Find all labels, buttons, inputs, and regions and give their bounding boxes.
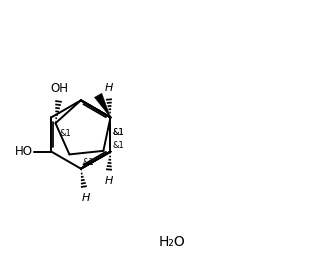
- Text: H: H: [105, 176, 113, 186]
- Text: &1: &1: [113, 128, 124, 137]
- Text: &1: &1: [59, 129, 71, 138]
- Text: HO: HO: [15, 145, 33, 158]
- Text: H: H: [105, 83, 113, 93]
- Text: &1: &1: [83, 158, 95, 167]
- Text: &1: &1: [113, 128, 124, 137]
- Text: &1: &1: [112, 141, 124, 150]
- Text: H₂O: H₂O: [159, 235, 185, 249]
- Polygon shape: [94, 93, 111, 117]
- Text: OH: OH: [50, 82, 69, 95]
- Text: H: H: [81, 193, 90, 203]
